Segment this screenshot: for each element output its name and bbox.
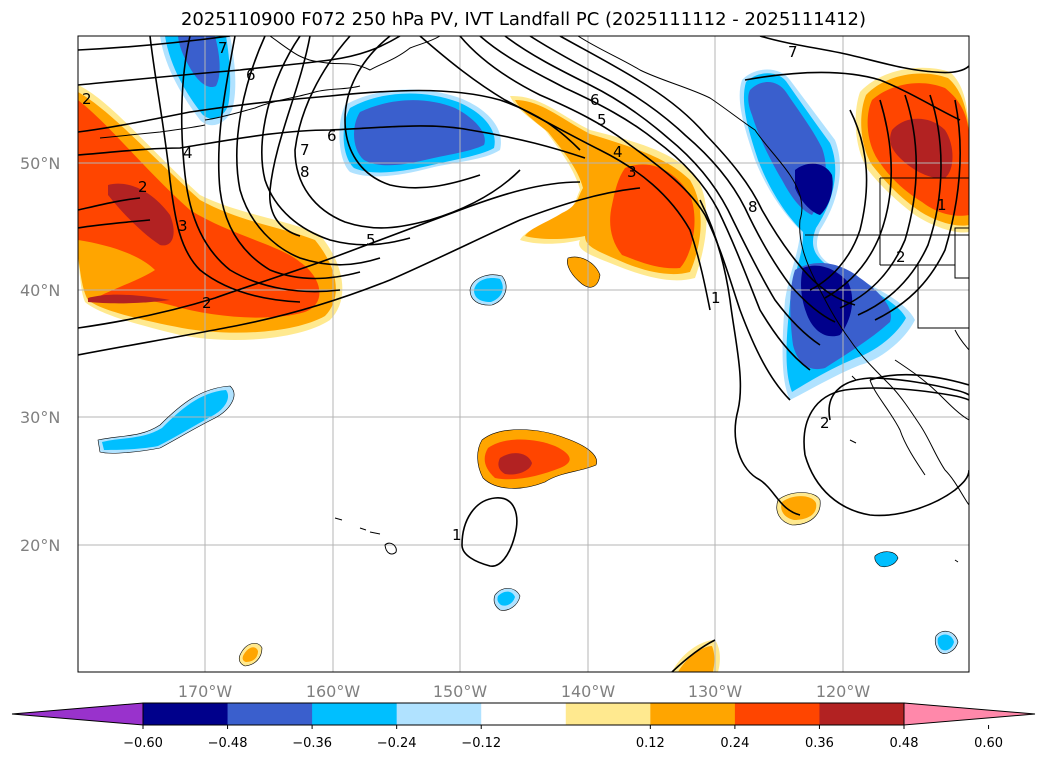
colorbar-segment xyxy=(650,703,736,725)
colorbar-tick-label: −0.24 xyxy=(377,736,417,751)
colorbar-tick-label: −0.48 xyxy=(208,736,248,751)
map-plot-area: 7 6 6 7 8 4 3 2 2 5 6 5 4 3 1 7 8 2 1 2 … xyxy=(78,36,969,672)
colorbar-segment xyxy=(227,703,313,725)
lon-label: 140°W xyxy=(561,682,616,701)
colorbar-tick-label: 0.48 xyxy=(890,736,919,751)
lon-label: 150°W xyxy=(433,682,488,701)
colorbar-segment xyxy=(396,703,482,725)
contour-label: 2 xyxy=(820,414,830,432)
lon-label: 160°W xyxy=(306,682,361,701)
contour-label: 4 xyxy=(613,143,623,161)
coastlines xyxy=(99,36,969,563)
contour-label: 2 xyxy=(82,90,92,108)
contour-label: 6 xyxy=(327,127,337,145)
contour-label: 4 xyxy=(183,144,193,162)
colorbar-segment xyxy=(312,703,398,725)
contour-label: 6 xyxy=(590,91,600,109)
contour-label: 8 xyxy=(300,163,310,181)
map-frame xyxy=(77,35,970,673)
contour-label: 8 xyxy=(748,198,758,216)
colorbar-tick-label: 0.36 xyxy=(805,736,834,751)
shading-outlines xyxy=(97,256,959,667)
colorbar-segments xyxy=(12,703,1035,725)
colorbar-tick-label: −0.12 xyxy=(461,736,501,751)
contour-label: 3 xyxy=(627,163,637,181)
contour-label: 5 xyxy=(597,111,607,129)
lon-label: 170°W xyxy=(178,682,233,701)
lon-label: 130°W xyxy=(688,682,743,701)
graticule xyxy=(78,36,969,672)
lat-label: 40°N xyxy=(20,281,60,300)
contour-label: 1 xyxy=(452,526,462,544)
colorbar-extend-min xyxy=(12,703,143,725)
contour-label: 5 xyxy=(366,231,376,249)
contour-label: 7 xyxy=(218,39,228,57)
contour-label: 7 xyxy=(788,43,798,61)
colorbar: −0.60 −0.48 −0.36 −0.24 −0.12 0.12 0.24 0.36 0.4… xyxy=(11,702,1036,751)
pv-contours xyxy=(78,36,969,672)
contour-label: 1 xyxy=(711,289,721,307)
contour-label: 6 xyxy=(246,66,256,84)
colorbar-tick-label: 0.24 xyxy=(720,736,749,751)
lon-label: 120°W xyxy=(816,682,871,701)
lat-label: 30°N xyxy=(20,408,60,427)
lat-label: 50°N xyxy=(20,154,60,173)
colorbar-segment xyxy=(734,703,820,725)
colorbar-segment xyxy=(565,703,651,725)
colorbar-ticks: −0.60 −0.48 −0.36 −0.24 −0.12 0.12 0.24 0.36 0.4… xyxy=(123,725,1003,751)
contour-labels: 7 6 6 7 8 4 3 2 2 5 6 5 4 3 1 7 8 2 1 2 … xyxy=(82,39,947,544)
colorbar-tick-label: −0.60 xyxy=(123,736,163,751)
colorbar-segment xyxy=(481,703,567,725)
contour-label: 1 xyxy=(937,196,947,214)
colorbar-tick-label: 0.60 xyxy=(974,736,1003,751)
colorbar-extend-max xyxy=(904,703,1035,725)
longitude-labels: 170°W 160°W 150°W 140°W 130°W 120°W xyxy=(178,682,871,701)
contour-label: 3 xyxy=(178,217,188,235)
latitude-labels: 50°N 40°N 30°N 20°N xyxy=(20,154,60,555)
contour-label: 2 xyxy=(202,294,212,312)
colorbar-tick-label: 0.12 xyxy=(636,736,665,751)
colorbar-tick-label: −0.36 xyxy=(292,736,332,751)
colorbar-segment xyxy=(143,703,229,725)
colorbar-segment xyxy=(819,703,905,725)
lat-label: 20°N xyxy=(20,536,60,555)
contour-label: 7 xyxy=(300,141,310,159)
contour-label: 2 xyxy=(896,248,906,266)
plot-title: 2025110900 F072 250 hPa PV, IVT Landfall… xyxy=(180,9,867,30)
contour-label: 2 xyxy=(138,178,148,196)
